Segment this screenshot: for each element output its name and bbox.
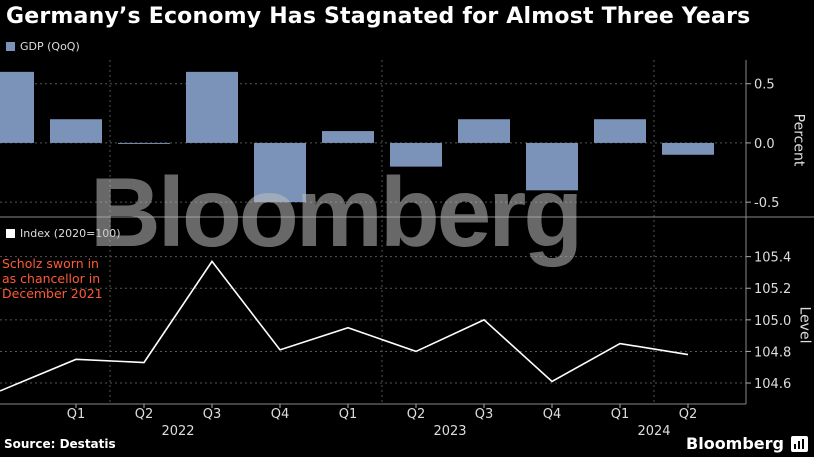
bloomberg-logo-icon	[791, 436, 808, 452]
bloomberg-logo: Bloomberg	[686, 434, 784, 453]
gdp-legend: GDP (QoQ)	[6, 40, 80, 53]
scholz-annotation: Scholz sworn in as chancellor in Decembe…	[2, 256, 103, 301]
gdp-bar	[322, 131, 374, 143]
gdp-bar	[594, 119, 646, 143]
x-tick-label: Q1	[339, 407, 358, 422]
gdp-ytick-label: 0.0	[754, 137, 775, 152]
gdp-bar	[662, 142, 714, 155]
percent-axis-label: Percent	[790, 113, 807, 167]
index-ytick-label: 104.8	[754, 345, 791, 360]
axes: 0.5 0.0 -0.5 105.4 105.2 105.0 104.8 104.6 Q1 Q2 Q…	[0, 60, 814, 439]
chart-title: Germany’s Economy Has Stagnated for Almo…	[6, 4, 751, 29]
index-ytick-label: 105.4	[754, 251, 791, 266]
x-tick-label: Q1	[611, 407, 630, 422]
index-ytick-label: 105.0	[754, 314, 791, 329]
x-tick-label: Q2	[135, 407, 154, 422]
source-note: Source: Destatis	[4, 437, 116, 451]
x-tick-label: Q4	[271, 407, 290, 422]
index-legend-swatch	[6, 229, 15, 238]
gdp-bar	[526, 142, 578, 191]
gdp-bar	[186, 71, 238, 143]
gdp-bar	[50, 119, 102, 143]
x-tick-label: Q3	[475, 407, 494, 422]
gdp-bar	[0, 71, 34, 143]
year-label: 2024	[637, 424, 670, 439]
x-tick-label: Q4	[543, 407, 562, 422]
gdp-ytick-label: 0.5	[754, 78, 775, 93]
gdp-bars	[0, 71, 714, 203]
index-line	[0, 260, 689, 392]
gdp-bar	[390, 142, 442, 167]
gdp-legend-label: GDP (QoQ)	[20, 40, 80, 53]
level-axis-label: Level	[796, 306, 813, 344]
index-series-line	[0, 260, 689, 392]
x-tick-label: Q2	[679, 407, 698, 422]
index-legend: Index (2020=100)	[6, 227, 121, 240]
gdp-ytick-label: -0.5	[754, 196, 779, 211]
gdp-bar	[254, 142, 306, 203]
index-legend-label: Index (2020=100)	[20, 227, 121, 240]
gdp-bar	[118, 142, 170, 144]
year-label: 2023	[433, 424, 466, 439]
gdp-legend-swatch	[6, 42, 15, 51]
index-ytick-label: 105.2	[754, 282, 791, 297]
index-ytick-label: 104.6	[754, 377, 791, 392]
grid-lines	[0, 60, 746, 404]
x-tick-label: Q3	[203, 407, 222, 422]
gdp-bar	[458, 119, 510, 143]
year-label: 2022	[161, 424, 194, 439]
x-tick-label: Q2	[407, 407, 426, 422]
x-tick-label: Q1	[67, 407, 86, 422]
